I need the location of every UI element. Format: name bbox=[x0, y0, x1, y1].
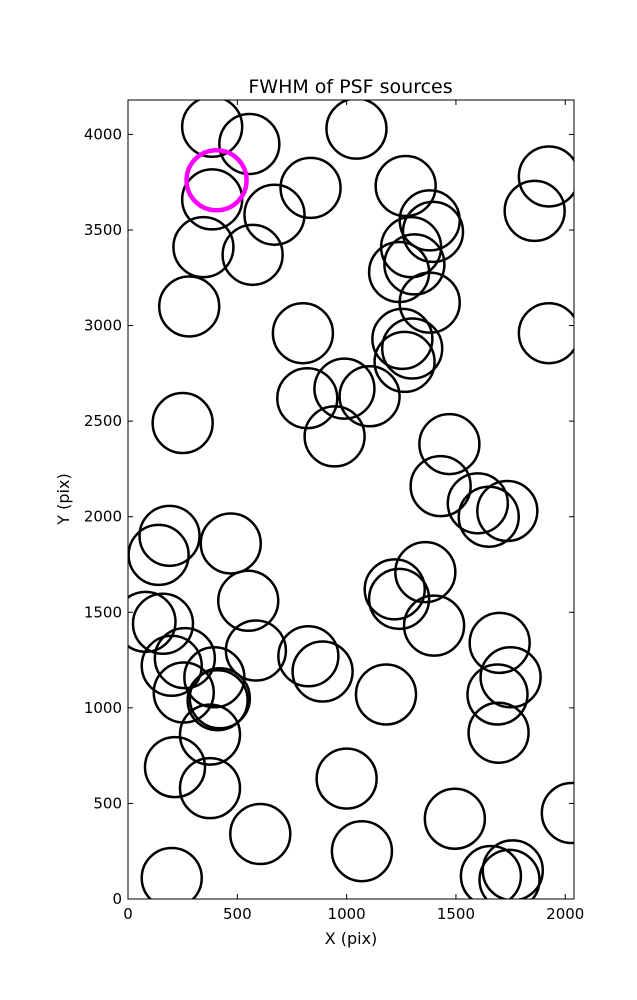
source-circle-29 bbox=[409, 454, 472, 518]
source-circle-64 bbox=[330, 819, 394, 883]
x-tick-label-0: 0 bbox=[123, 905, 133, 923]
source-circle-37 bbox=[363, 558, 426, 621]
y-axis-label: Y (pix) bbox=[54, 473, 73, 525]
source-circle-34 bbox=[128, 523, 190, 587]
source-circle-38 bbox=[367, 567, 431, 631]
source-circle-32 bbox=[476, 479, 539, 543]
y-tick-label-3: 1500 bbox=[84, 603, 122, 621]
source-circle-2 bbox=[325, 100, 388, 160]
source-circle-11 bbox=[172, 215, 235, 279]
y-tick-label-0: 0 bbox=[112, 890, 122, 908]
source-circle-19 bbox=[517, 301, 574, 365]
source-circle-52 bbox=[466, 663, 529, 726]
source-circle-14 bbox=[383, 233, 446, 296]
x-tick-label-1: 500 bbox=[223, 905, 252, 923]
source-circle-50 bbox=[479, 646, 542, 709]
source-circle-22 bbox=[373, 330, 436, 394]
y-tick-label-8: 4000 bbox=[84, 125, 122, 143]
source-circle-48 bbox=[140, 634, 203, 698]
source-circle-51 bbox=[354, 663, 418, 726]
source-circle-12 bbox=[221, 223, 284, 287]
source-circle-36 bbox=[394, 540, 457, 604]
highlighted-source-circle bbox=[184, 148, 249, 213]
source-circle-21 bbox=[380, 317, 444, 380]
source-circle-26 bbox=[303, 405, 366, 468]
source-circle-16 bbox=[398, 271, 461, 334]
y-tick-label-5: 2500 bbox=[84, 412, 122, 430]
x-tick-label-4: 2000 bbox=[546, 905, 584, 923]
source-circle-67 bbox=[459, 844, 523, 899]
source-circle-68 bbox=[478, 848, 541, 899]
source-circle-66 bbox=[481, 839, 545, 899]
source-circle-15 bbox=[367, 240, 431, 304]
source-circle-39 bbox=[216, 569, 280, 633]
source-circle-28 bbox=[418, 412, 481, 476]
source-circle-55 bbox=[186, 668, 249, 732]
source-circle-46 bbox=[277, 624, 340, 688]
source-circle-5 bbox=[279, 156, 342, 220]
source-circle-18 bbox=[271, 301, 335, 365]
source-circle-3 bbox=[517, 145, 574, 208]
source-circle-30 bbox=[446, 472, 510, 535]
source-circle-59 bbox=[315, 747, 378, 810]
source-circle-35 bbox=[199, 512, 263, 575]
source-circle-20 bbox=[371, 307, 434, 371]
source-circle-10 bbox=[401, 200, 465, 264]
source-circle-57 bbox=[467, 701, 530, 764]
source-circle-33 bbox=[138, 504, 201, 568]
source-circle-23 bbox=[313, 357, 376, 420]
source-circle-60 bbox=[178, 756, 242, 820]
source-circle-17 bbox=[157, 275, 221, 338]
source-circle-31 bbox=[457, 485, 520, 548]
source-circle-27 bbox=[151, 391, 214, 455]
source-circle-8 bbox=[243, 183, 306, 246]
y-tick-label-7: 3500 bbox=[84, 221, 122, 239]
source-circle-65 bbox=[140, 846, 203, 899]
source-circle-49 bbox=[183, 646, 246, 709]
x-tick-label-2: 1000 bbox=[328, 905, 366, 923]
source-circle-41 bbox=[131, 592, 195, 655]
plot-frame bbox=[127, 99, 575, 900]
source-circle-63 bbox=[229, 802, 292, 866]
x-tick-label-3: 1500 bbox=[437, 905, 475, 923]
source-circle-54 bbox=[188, 667, 252, 730]
source-circle-61 bbox=[540, 781, 574, 845]
source-circle-62 bbox=[423, 787, 487, 850]
source-circle-0 bbox=[180, 100, 244, 159]
source-circle-58 bbox=[143, 735, 207, 799]
source-circle-6 bbox=[374, 154, 437, 218]
y-tick-label-6: 3000 bbox=[84, 317, 122, 335]
chart-title: FWHM of PSF sources bbox=[248, 76, 452, 98]
source-circle-24 bbox=[338, 365, 401, 428]
source-circle-7 bbox=[503, 179, 566, 243]
source-circle-56 bbox=[178, 703, 242, 766]
y-tick-label-4: 2000 bbox=[84, 508, 122, 526]
source-circle-25 bbox=[276, 366, 339, 430]
source-circle-1 bbox=[218, 112, 281, 176]
source-circle-9 bbox=[398, 189, 461, 252]
source-circle-44 bbox=[153, 626, 217, 690]
source-circle-42 bbox=[402, 594, 466, 657]
source-circle-43 bbox=[468, 611, 531, 675]
y-tick-label-2: 1000 bbox=[84, 699, 122, 717]
source-circle-47 bbox=[291, 640, 354, 703]
x-axis-label: X (pix) bbox=[325, 929, 378, 948]
y-tick-label-1: 500 bbox=[93, 794, 122, 812]
